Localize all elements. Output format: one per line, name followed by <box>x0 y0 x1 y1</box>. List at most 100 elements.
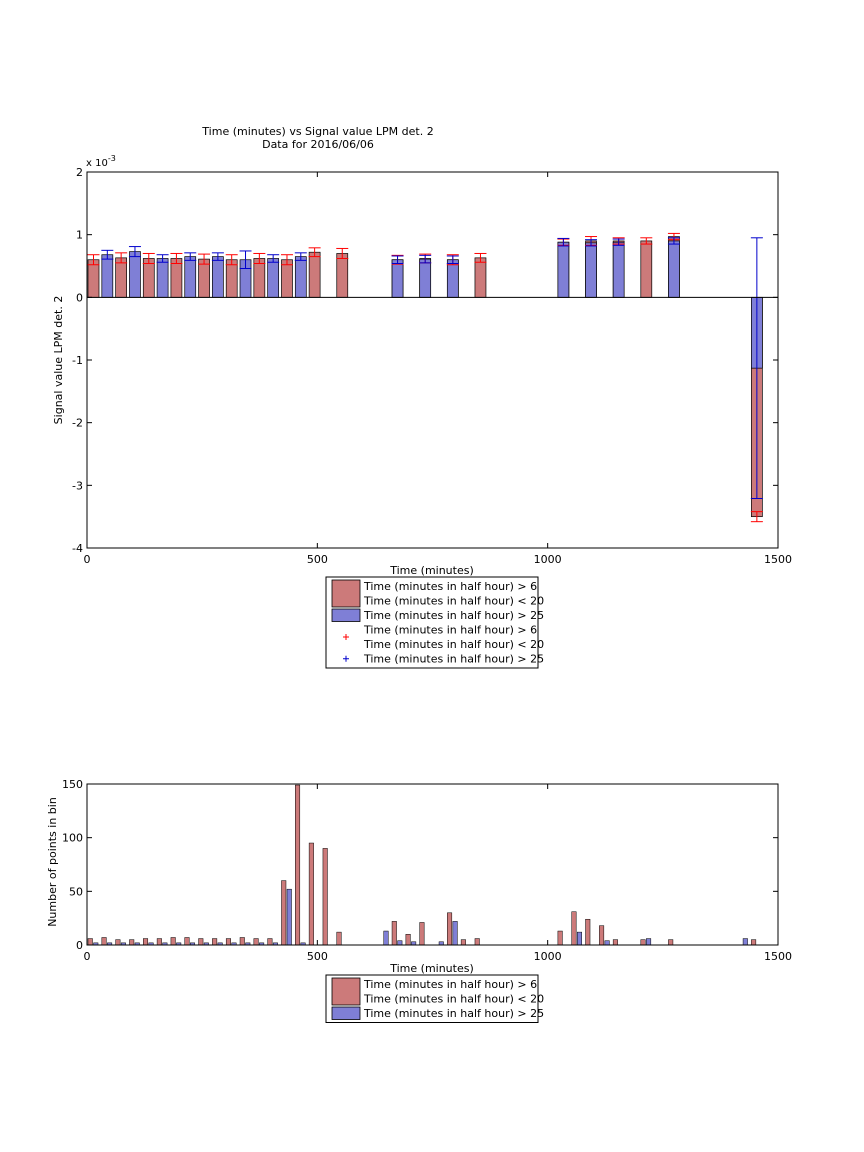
bar <box>184 256 197 298</box>
bar <box>576 931 582 946</box>
legend-swatch <box>331 608 361 622</box>
y-tick-label: -3 <box>72 479 83 492</box>
bar <box>336 253 349 298</box>
legend-label: Time (minutes in half hour) < 20 <box>363 993 544 1006</box>
error-bars-group <box>87 232 763 523</box>
bars-group <box>87 784 757 946</box>
bar <box>668 240 680 298</box>
bar <box>646 938 652 946</box>
bar <box>170 258 183 298</box>
bar <box>474 938 480 946</box>
bar <box>446 259 459 298</box>
y-axis-label: Number of points in bin <box>46 797 59 927</box>
bar <box>253 938 259 946</box>
bar <box>742 938 748 946</box>
y-tick-label: 2 <box>76 166 83 179</box>
bar <box>308 251 321 298</box>
bar <box>294 256 307 298</box>
bar <box>170 937 176 946</box>
count-chart: 0 500 1000 1500 0 50 100 150 Time (minutes) Num… <box>46 778 792 1023</box>
legend-box <box>325 576 539 669</box>
bar <box>322 848 328 946</box>
bar <box>143 938 149 946</box>
legend-box <box>325 974 539 1023</box>
y-tick-label: 50 <box>69 885 83 898</box>
legend-label: Time (minutes in half hour) > 6 <box>363 624 537 637</box>
bar <box>336 931 342 946</box>
bar <box>391 259 404 298</box>
bar <box>115 257 127 298</box>
bar <box>571 911 577 946</box>
bar <box>212 256 224 298</box>
legend-swatch <box>331 1006 361 1020</box>
legend-label: Time (minutes in half hour) > 25 <box>363 653 544 666</box>
bar <box>267 938 273 946</box>
x-tick-label: 0 <box>84 950 91 963</box>
bar <box>212 938 218 946</box>
bar <box>391 921 397 946</box>
bar <box>452 921 458 946</box>
bar <box>585 242 597 298</box>
bar <box>474 257 487 298</box>
y-tick-label: -4 <box>72 542 83 555</box>
signal-chart: Time (minutes) vs Signal value LPM det. … <box>52 125 792 669</box>
bar <box>267 258 280 298</box>
bar <box>397 940 403 946</box>
bar <box>101 937 107 946</box>
bar <box>281 880 287 946</box>
x-tick-label: 500 <box>307 553 328 566</box>
bar <box>599 925 605 946</box>
bar <box>460 939 466 946</box>
legend-label: Time (minutes in half hour) > 6 <box>363 978 537 991</box>
legend-label: Time (minutes in half hour) < 20 <box>363 638 544 651</box>
y-tick-label: 1 <box>76 229 83 242</box>
axes-box <box>86 171 779 549</box>
bar <box>101 254 114 298</box>
bar <box>585 918 591 946</box>
bar <box>129 939 135 946</box>
bar <box>383 930 389 946</box>
bar <box>419 922 425 946</box>
bar <box>239 937 245 946</box>
bars-group <box>87 236 763 518</box>
y-tick-label: 0 <box>76 291 83 304</box>
axes: 0 500 1000 1500 0 50 100 150 <box>62 778 792 963</box>
bar <box>184 937 190 946</box>
x-tick-label: 500 <box>307 950 328 963</box>
bar <box>286 888 292 946</box>
y-axis-label: Signal value LPM det. 2 <box>52 296 65 425</box>
axes: 0 500 1000 1500 -4 -3 -2 -1 0 1 2 <box>72 166 792 566</box>
x-tick-label: 1000 <box>534 950 562 963</box>
y-tick-label: 150 <box>62 778 83 791</box>
bar <box>253 258 266 298</box>
y-tick-label: -1 <box>72 354 83 367</box>
bar <box>87 938 93 946</box>
chart-subtitle: Data for 2016/06/06 <box>262 138 374 151</box>
bar <box>198 938 204 946</box>
axes-box <box>86 783 779 946</box>
bar <box>142 258 155 298</box>
bar <box>447 912 453 946</box>
bar <box>557 930 563 946</box>
legend: Time (minutes in half hour) > 6 Time (min… <box>325 974 544 1023</box>
bar <box>156 258 169 298</box>
bar <box>612 241 625 298</box>
bar <box>308 842 314 946</box>
bar <box>557 241 570 298</box>
bar <box>129 251 141 298</box>
bar <box>612 939 618 946</box>
bar <box>751 939 757 946</box>
bar <box>640 240 653 298</box>
bar <box>640 939 646 946</box>
bar <box>668 939 674 946</box>
legend-label: Time (minutes in half hour) > 25 <box>363 1007 544 1020</box>
legend-label: Time (minutes in half hour) > 6 <box>363 580 537 593</box>
bar <box>225 938 231 946</box>
y-exponent-power: -3 <box>108 154 116 163</box>
y-tick-label: -2 <box>72 417 83 430</box>
legend-swatch <box>331 977 361 1006</box>
y-tick-label: 100 <box>62 832 83 845</box>
legend-swatch <box>331 579 361 608</box>
